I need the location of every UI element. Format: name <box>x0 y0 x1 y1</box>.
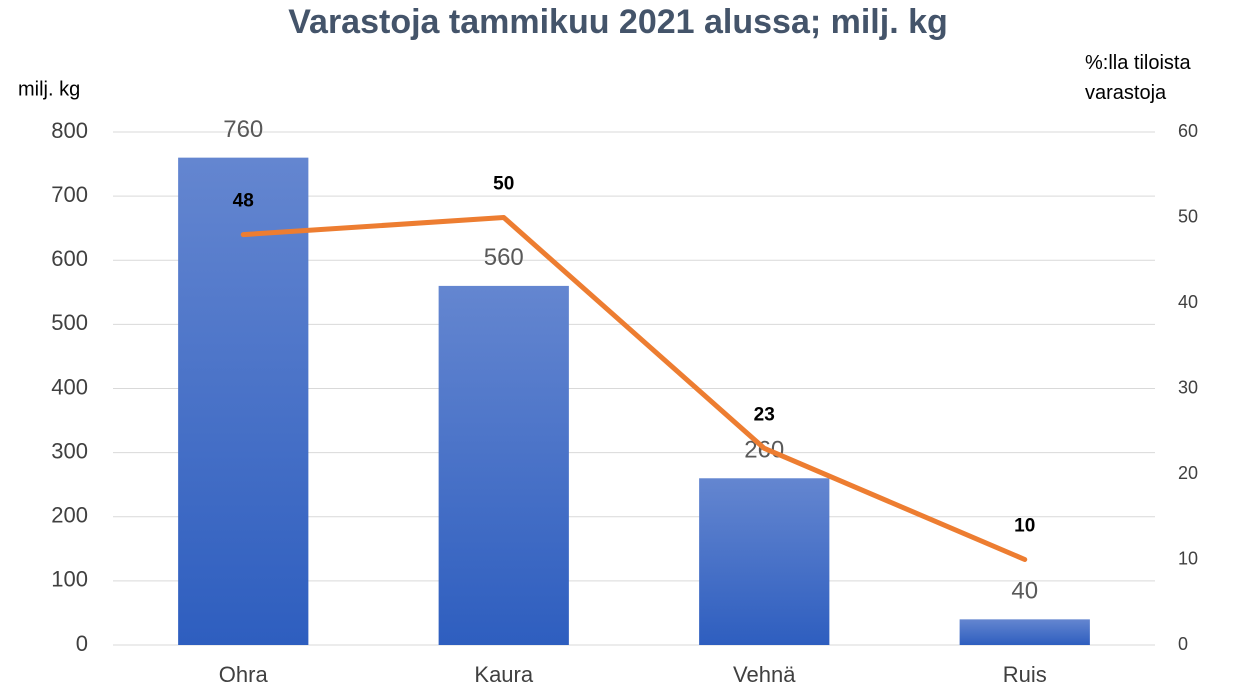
y-tick-label: 300 <box>51 438 88 463</box>
y2-tick-label: 30 <box>1178 377 1198 397</box>
y-tick-label: 400 <box>51 374 88 399</box>
bar <box>699 478 830 645</box>
bar <box>178 157 309 645</box>
bar-value-label: 560 <box>484 244 524 271</box>
bar-value-label: 40 <box>1011 578 1038 605</box>
y-axis-label: milj. kg <box>18 78 80 100</box>
line <box>240 215 1028 562</box>
bar <box>438 285 569 645</box>
y-tick-label: 600 <box>51 246 88 271</box>
y2-tick-label: 40 <box>1178 292 1198 312</box>
y-tick-label: 200 <box>51 503 88 528</box>
y2-tick-label: 50 <box>1178 206 1198 226</box>
x-tick-label: Ohra <box>219 662 269 687</box>
chart-title: Varastoja tammikuu 2021 alussa; milj. kg <box>288 3 948 41</box>
y-tick-label: 100 <box>51 567 88 592</box>
y2-tick-label: 10 <box>1178 548 1198 568</box>
y2-tick-label: 60 <box>1178 121 1198 141</box>
y2-tick-label: 20 <box>1178 463 1198 483</box>
bar <box>959 619 1090 645</box>
x-tick-label: Ruis <box>1003 662 1047 687</box>
bar-value-label: 760 <box>223 116 263 143</box>
x-tick-label: Vehnä <box>733 662 796 687</box>
y2-axis-label: %:lla tiloista varastoja <box>1085 52 1191 104</box>
y-tick-label: 500 <box>51 310 88 335</box>
line-value-label: 48 <box>233 191 254 212</box>
y-tick-label: 700 <box>51 182 88 207</box>
line-value-label: 23 <box>754 404 775 425</box>
y-tick-label: 800 <box>51 118 88 143</box>
line-value-label: 50 <box>493 174 514 195</box>
y2-tick-label: 0 <box>1178 634 1188 654</box>
x-tick-label: Kaura <box>474 662 533 687</box>
y-tick-label: 0 <box>76 631 88 656</box>
line-value-label: 10 <box>1014 516 1035 537</box>
